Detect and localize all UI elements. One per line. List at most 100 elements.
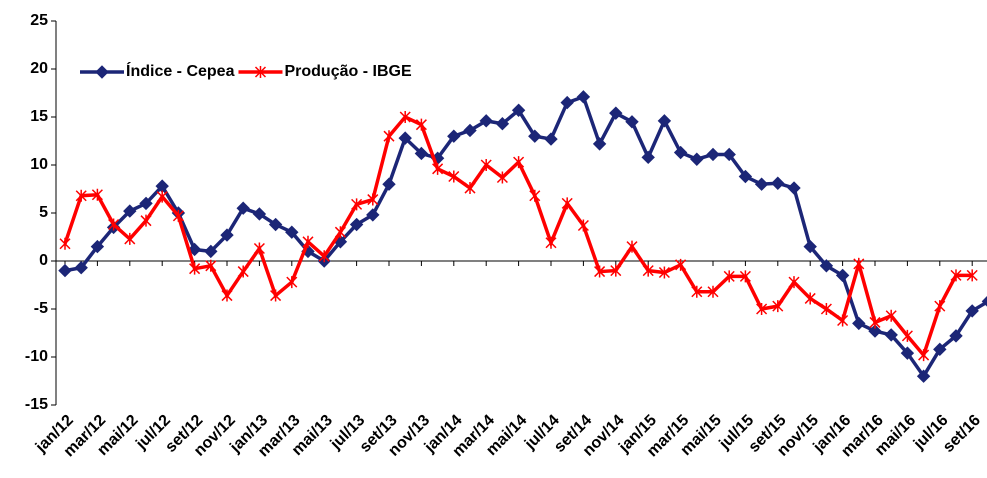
point [58, 263, 72, 278]
point [933, 342, 947, 357]
point [496, 171, 508, 184]
point [172, 209, 184, 222]
point [448, 170, 460, 183]
point [528, 129, 542, 143]
point [594, 265, 606, 278]
point [205, 259, 217, 272]
point [658, 266, 670, 279]
point [787, 181, 801, 195]
point [610, 264, 622, 277]
point [949, 329, 963, 343]
point [819, 259, 834, 273]
point [513, 156, 525, 169]
point [302, 235, 314, 248]
point [318, 250, 330, 263]
y-tick-label: 0 [39, 252, 48, 269]
point [950, 269, 962, 282]
series [59, 111, 978, 362]
point [252, 207, 267, 221]
point [285, 225, 299, 239]
x-tick-label: set/16 [940, 412, 984, 456]
point [869, 316, 881, 329]
point [91, 188, 103, 201]
point [221, 289, 233, 302]
y-tick-label: 10 [30, 156, 48, 173]
point [74, 261, 88, 275]
point [123, 204, 137, 218]
point [626, 240, 638, 253]
point [706, 147, 720, 162]
point [464, 182, 476, 195]
point [415, 118, 427, 131]
point [916, 369, 931, 383]
point [577, 219, 589, 232]
y-tick-label: 20 [30, 60, 48, 77]
point [691, 285, 703, 298]
point [673, 145, 688, 160]
point [868, 324, 882, 338]
point [918, 349, 930, 362]
point [463, 123, 477, 138]
point [771, 176, 785, 190]
y-tick-label: 25 [30, 12, 48, 29]
point [367, 193, 379, 206]
point [220, 228, 234, 242]
point [349, 217, 364, 232]
point [383, 130, 395, 143]
point [642, 264, 654, 277]
point [900, 346, 915, 360]
point [609, 106, 623, 120]
legend-entry: Produção - IBGE [238, 63, 412, 80]
legend-label: Produção - IBGE [284, 63, 411, 80]
point [641, 150, 655, 165]
point [852, 316, 866, 331]
point [495, 117, 510, 131]
point [334, 226, 346, 239]
point [511, 103, 526, 117]
point [803, 239, 817, 254]
point [432, 162, 444, 175]
point [108, 218, 120, 231]
point [268, 217, 283, 232]
point [544, 132, 558, 146]
point [690, 152, 704, 166]
point [204, 244, 218, 259]
point [59, 237, 71, 250]
point [286, 276, 298, 289]
point [236, 201, 250, 215]
point [707, 285, 719, 298]
point [254, 66, 267, 78]
point [414, 146, 429, 161]
point [399, 111, 411, 123]
point [270, 289, 282, 302]
point [561, 197, 573, 210]
point [804, 292, 816, 305]
point [382, 177, 396, 191]
point [529, 189, 541, 202]
point [853, 257, 865, 270]
point [187, 242, 202, 257]
point [189, 262, 201, 275]
series-line [63, 114, 973, 359]
point [722, 147, 736, 162]
point [625, 115, 639, 129]
point [253, 242, 265, 255]
point [754, 177, 769, 191]
point [545, 236, 557, 249]
y-tick-label: 15 [30, 108, 48, 125]
point [837, 314, 849, 327]
legend-label: Índice - Cepea [126, 61, 235, 80]
point [965, 304, 979, 318]
point [820, 303, 832, 315]
y-tick-label: -15 [25, 396, 48, 413]
point [124, 232, 136, 245]
point [480, 159, 492, 171]
point [75, 189, 87, 202]
point [90, 239, 105, 254]
point [934, 300, 946, 313]
legend-entry: Índice - Cepea [80, 61, 235, 80]
point [156, 190, 168, 203]
point [576, 90, 591, 104]
point [901, 329, 913, 342]
